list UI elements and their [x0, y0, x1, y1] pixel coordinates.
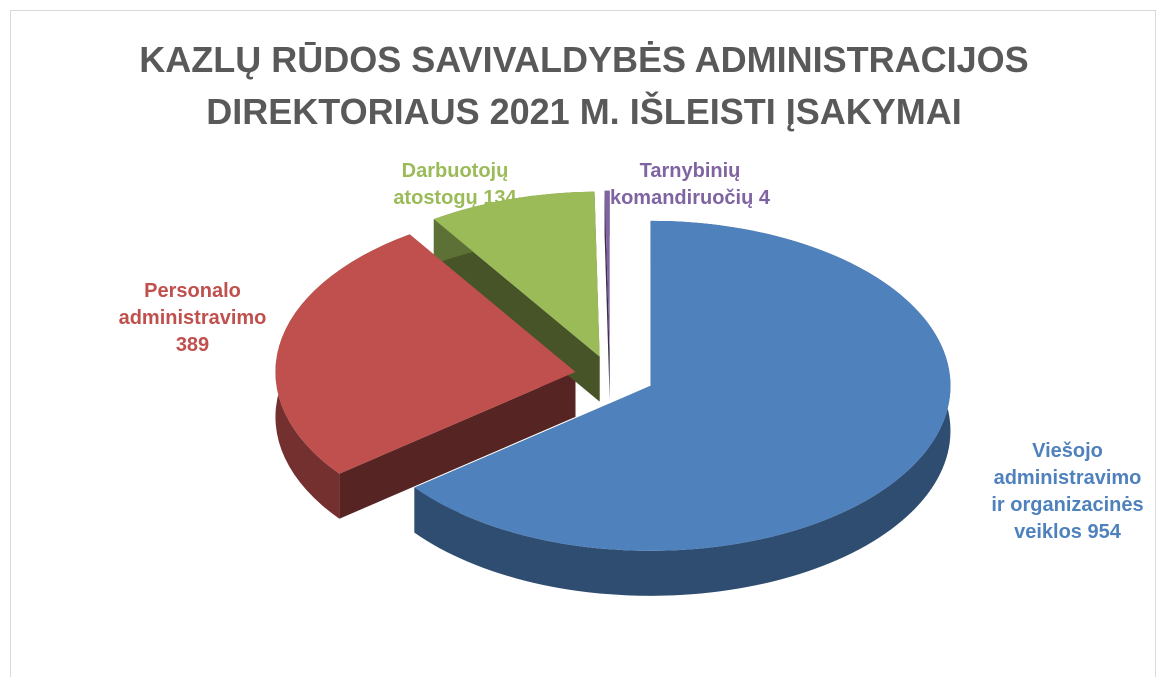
label-value: 4	[758, 187, 771, 209]
data-label: Tarnybinių komandiruočių 4	[585, 158, 795, 212]
label-value: 954	[1087, 521, 1121, 543]
slice	[433, 191, 600, 357]
slice-wall	[414, 220, 951, 596]
label-category: Personalo administravimo	[118, 280, 267, 329]
label-category: Darbuotojų atostogų	[393, 160, 509, 209]
slice	[604, 190, 610, 356]
slice-side	[604, 190, 610, 401]
chart-title: KAZLŲ RŪDOS SAVIVALDYBĖS ADMINISTRACIJOS…	[139, 39, 1029, 132]
label-value: 389	[175, 334, 210, 356]
label-category: Viešojo administravimo ir organizacinės …	[991, 440, 1144, 543]
label-category: Tarnybinių komandiruočių	[609, 160, 754, 209]
slice	[414, 220, 951, 551]
slice-side	[433, 219, 600, 402]
data-label: Darbuotojų atostogų 134	[370, 158, 540, 212]
chart-frame	[10, 10, 1156, 677]
slice	[275, 234, 576, 474]
slice-side	[339, 371, 576, 519]
label-value: 134	[483, 187, 517, 209]
data-label: Viešojo administravimo ir organizacinės …	[985, 438, 1150, 546]
data-label: Personalo administravimo 389	[105, 278, 280, 359]
